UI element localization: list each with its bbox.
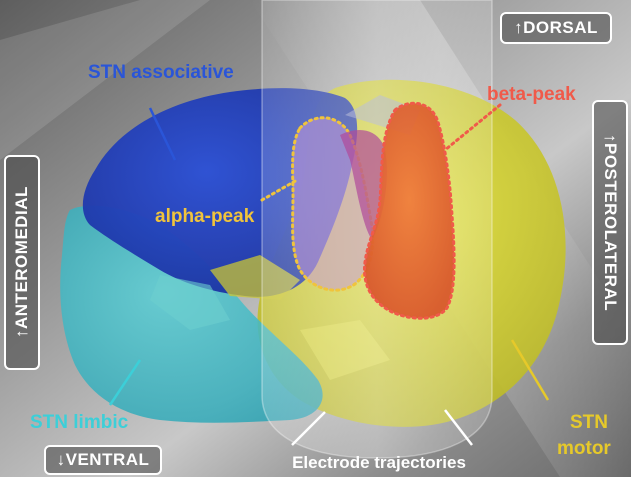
mesh-facet [150, 275, 230, 330]
ventral-direction-label: ↓VENTRAL [44, 445, 162, 475]
background-sheen-left [0, 0, 210, 160]
beta-peak-label: beta-peak [487, 84, 576, 105]
beta-peak-region [362, 101, 456, 320]
overlap-region [340, 130, 387, 240]
electrode-trajectories-label: Electrode trajectories [292, 453, 466, 472]
stn-motor-label-line1: STN [570, 412, 608, 433]
dorsal-direction-label: ↑DORSAL [500, 12, 612, 44]
posterolateral-direction-label: ↑POSTEROLATERAL [592, 100, 628, 345]
limbic-leader-line [108, 359, 142, 406]
trajectory-leader-right [444, 409, 473, 446]
anteromedial-direction-label: ↑ANTEROMEDIAL [4, 155, 40, 370]
alpha-peak-label: alpha-peak [155, 206, 255, 227]
stn-associative-label: STN associative [88, 62, 234, 83]
beta-leader-line [443, 103, 502, 152]
stn-limbic-label: STN limbic [30, 412, 129, 433]
associative-leader-line [148, 107, 177, 161]
trajectory-leader-left [291, 411, 326, 446]
motor-leader-line [510, 339, 550, 401]
alpha-leader-line [260, 178, 299, 202]
stn-motor-label-line2: motor [557, 438, 611, 459]
